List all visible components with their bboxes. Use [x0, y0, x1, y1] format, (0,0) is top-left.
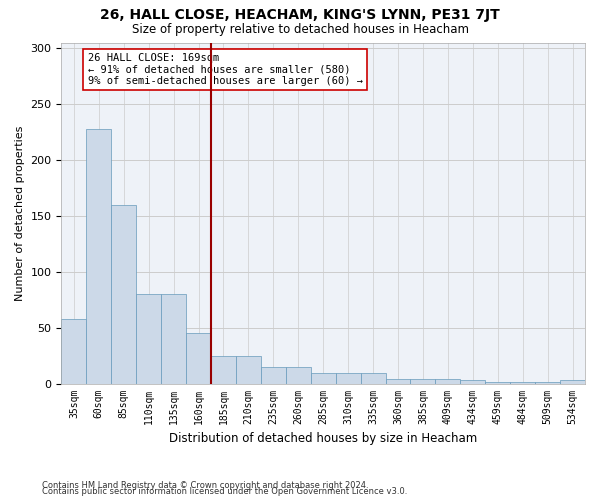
Text: 26, HALL CLOSE, HEACHAM, KING'S LYNN, PE31 7JT: 26, HALL CLOSE, HEACHAM, KING'S LYNN, PE…: [100, 8, 500, 22]
X-axis label: Distribution of detached houses by size in Heacham: Distribution of detached houses by size …: [169, 432, 478, 445]
Y-axis label: Number of detached properties: Number of detached properties: [15, 126, 25, 300]
Bar: [211, 356, 236, 384]
Text: 26 HALL CLOSE: 169sqm
← 91% of detached houses are smaller (580)
9% of semi-deta: 26 HALL CLOSE: 169sqm ← 91% of detached …: [88, 52, 362, 86]
Bar: [460, 380, 485, 384]
Text: Contains HM Land Registry data © Crown copyright and database right 2024.: Contains HM Land Registry data © Crown c…: [42, 481, 368, 490]
Bar: [111, 204, 136, 384]
Text: Size of property relative to detached houses in Heacham: Size of property relative to detached ho…: [131, 22, 469, 36]
Bar: [61, 318, 86, 384]
Bar: [311, 374, 335, 384]
Bar: [261, 367, 286, 384]
Bar: [286, 367, 311, 384]
Bar: [510, 382, 535, 384]
Bar: [335, 374, 361, 384]
Bar: [560, 380, 585, 384]
Bar: [361, 374, 386, 384]
Bar: [410, 379, 436, 384]
Text: Contains public sector information licensed under the Open Government Licence v3: Contains public sector information licen…: [42, 488, 407, 496]
Bar: [186, 333, 211, 384]
Bar: [485, 382, 510, 384]
Bar: [136, 294, 161, 384]
Bar: [535, 382, 560, 384]
Bar: [436, 379, 460, 384]
Bar: [236, 356, 261, 384]
Bar: [86, 128, 111, 384]
Bar: [386, 379, 410, 384]
Bar: [161, 294, 186, 384]
